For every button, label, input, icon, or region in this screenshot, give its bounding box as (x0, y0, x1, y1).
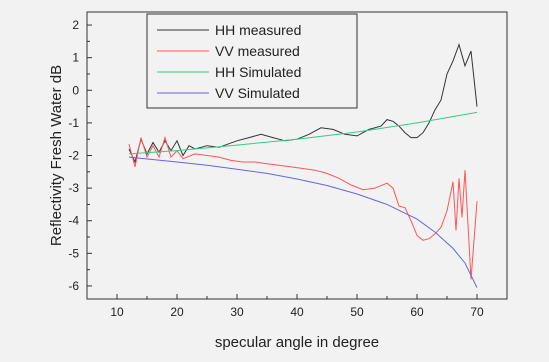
y-tick-label: -2 (68, 149, 79, 163)
y-axis-title: Reflectivity Fresh Water dB (48, 65, 65, 246)
legend-label: VV measured (215, 43, 300, 59)
y-tick-label: -6 (68, 279, 79, 293)
y-tick-label: -5 (68, 246, 79, 260)
y-tick-label: 0 (72, 83, 79, 97)
x-tick-label: 20 (170, 305, 184, 319)
legend-label: HH measured (215, 22, 301, 38)
x-axis-title: specular angle in degree (215, 334, 379, 351)
x-tick-label: 70 (470, 305, 484, 319)
y-tick-label: 1 (72, 51, 79, 65)
series-line-vv-measured (128, 135, 478, 280)
x-tick-label: 30 (230, 305, 244, 319)
legend-label: HH Simulated (215, 64, 301, 80)
y-tick-label: -3 (68, 181, 79, 195)
legend: HH measured VV measured HH Simulated VV Sim… (146, 13, 358, 109)
series-line-vv-simulated (128, 156, 478, 288)
x-tick-label: 10 (110, 305, 124, 319)
x-tick-label: 60 (410, 305, 424, 319)
y-tick-label: -4 (68, 214, 79, 228)
legend-label: VV Simulated (215, 85, 300, 101)
y-tick-label: 2 (72, 18, 79, 32)
series-line-hh-simulated (128, 111, 478, 155)
y-tick-label: -1 (68, 116, 79, 130)
x-tick-label: 50 (350, 305, 364, 319)
x-tick-label: 40 (290, 305, 304, 319)
